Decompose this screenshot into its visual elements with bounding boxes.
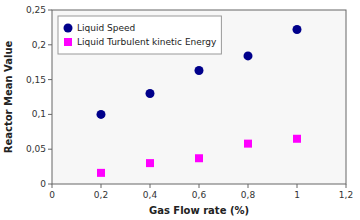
- point: [146, 89, 155, 98]
- y-tick-label: 0,25: [26, 5, 46, 15]
- x-tick: [150, 184, 151, 188]
- x-axis-label: Gas Flow rate (%): [149, 205, 249, 216]
- legend-label: Liquid Turbulent kinetic Energy: [77, 37, 217, 47]
- x-tick: [248, 184, 249, 188]
- point: [293, 25, 302, 34]
- x-tick-label: 0,6: [192, 190, 207, 200]
- x-tick-label: 1: [294, 190, 300, 200]
- plot-frame: [52, 10, 346, 184]
- x-tick-label: 0,2: [94, 190, 108, 200]
- y-tick: [48, 10, 52, 11]
- x-tick: [346, 184, 347, 188]
- y-tick: [48, 184, 52, 185]
- x-tick-label: 0: [49, 190, 55, 200]
- legend-box: [58, 16, 221, 54]
- y-tick-label: 0,2: [32, 40, 46, 50]
- point: [293, 135, 301, 143]
- x-tick: [297, 184, 298, 188]
- y-tick: [48, 44, 52, 45]
- point: [97, 169, 105, 177]
- point: [97, 110, 106, 119]
- point: [244, 51, 253, 60]
- legend: Liquid Speed Liquid Turbulent kinetic Ene…: [58, 16, 221, 54]
- point: [244, 140, 252, 148]
- legend-marker: [64, 24, 73, 33]
- x-tick-label: 1,2: [339, 190, 353, 200]
- plot-background: [52, 10, 346, 184]
- x-tick-label: 0,8: [241, 190, 256, 200]
- point: [195, 66, 204, 75]
- x-tick: [101, 184, 102, 188]
- y-tick-label: 0,15: [26, 75, 46, 85]
- point: [146, 159, 154, 167]
- y-tick: [48, 79, 52, 80]
- y-tick-label: 0: [40, 179, 46, 189]
- y-tick-label: 0,1: [32, 109, 46, 119]
- legend-label: Liquid Speed: [77, 23, 135, 33]
- y-tick: [48, 114, 52, 115]
- x-tick: [199, 184, 200, 188]
- point: [195, 154, 203, 162]
- y-axis-label: Reactor Mean Value: [3, 40, 14, 153]
- y-tick: [48, 149, 52, 150]
- x-tick: [52, 184, 53, 188]
- y-tick-label: 0,05: [26, 144, 46, 154]
- legend-marker: [64, 38, 72, 46]
- x-tick-label: 0,4: [143, 190, 158, 200]
